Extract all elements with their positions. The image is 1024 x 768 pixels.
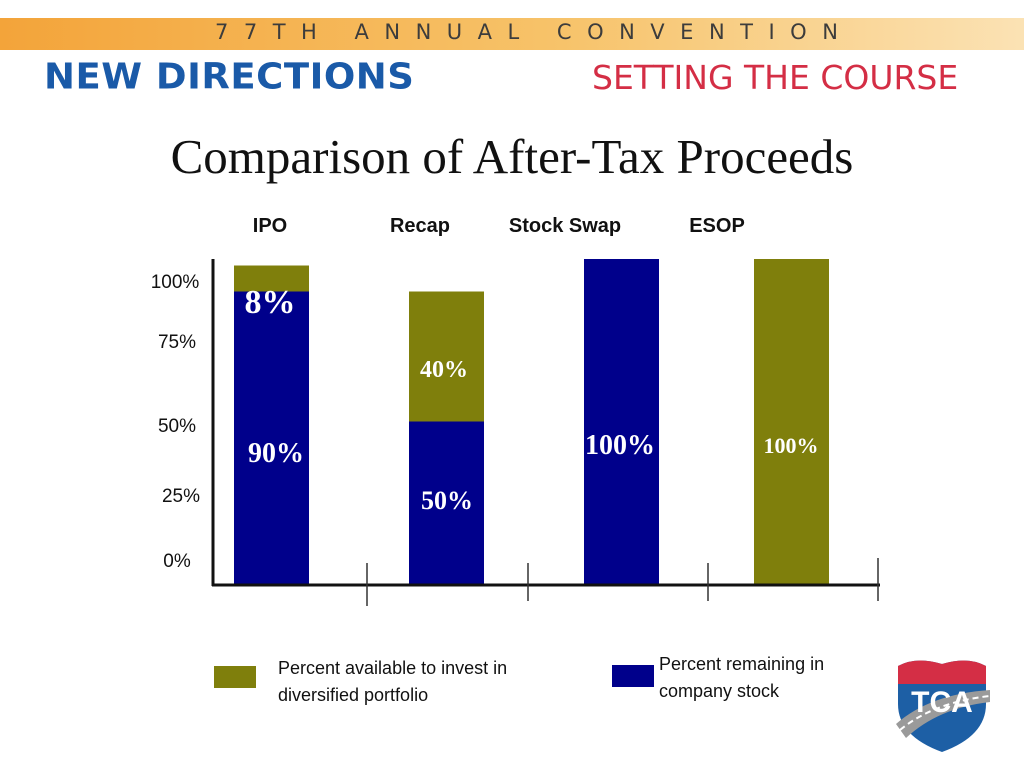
- y-tick-label-0: 0%: [163, 551, 191, 572]
- bar-stock-swap-series-0: [584, 259, 659, 584]
- tca-logo: TCA: [896, 660, 991, 752]
- page-title: Comparison of After-Tax Proceeds: [170, 129, 854, 184]
- category-label-recap: Recap: [390, 215, 450, 237]
- data-label-recap-series-0: 50%: [421, 486, 473, 515]
- bar-ipo-series-0: [234, 291, 309, 584]
- bar-ipo-series-1: [234, 265, 309, 292]
- y-tick-label-4: 100%: [151, 272, 200, 293]
- y-tick-label-1: 25%: [162, 486, 200, 507]
- category-label-ipo: IPO: [253, 215, 287, 237]
- data-label-recap-series-1: 40%: [420, 357, 468, 383]
- banner-text: 77TH ANNUAL CONVENTION: [215, 20, 854, 44]
- legend-label-company-stock: Percent remaining in company stock: [659, 654, 825, 701]
- y-tick-label-3: 75%: [158, 332, 196, 353]
- data-label-ipo-series-0: 90%: [248, 438, 304, 469]
- bar-recap-series-0: [409, 421, 484, 584]
- logo-text: TCA: [911, 686, 973, 719]
- brand-subtitle: SETTING THE COURSE: [592, 58, 959, 97]
- bar-recap-series-1: [409, 291, 484, 422]
- convention-banner: [0, 18, 1024, 50]
- data-label-ipo-series-1: 8%: [245, 284, 296, 321]
- bar-esop-series-1: [754, 259, 829, 584]
- data-label-esop-series-1: 100%: [764, 433, 819, 458]
- data-label-stock-swap-series-0: 100%: [585, 430, 655, 461]
- legend-label-diversified: Percent available to invest in diversifi…: [278, 658, 508, 705]
- brand-title: NEW DIRECTIONS: [44, 56, 415, 97]
- legend-swatch-company-stock: [612, 665, 654, 687]
- legend-swatch-diversified: [214, 666, 256, 688]
- category-label-esop: ESOP: [689, 215, 745, 237]
- y-tick-label-2: 50%: [158, 416, 196, 437]
- category-label-stock-swap: Stock Swap: [509, 215, 621, 237]
